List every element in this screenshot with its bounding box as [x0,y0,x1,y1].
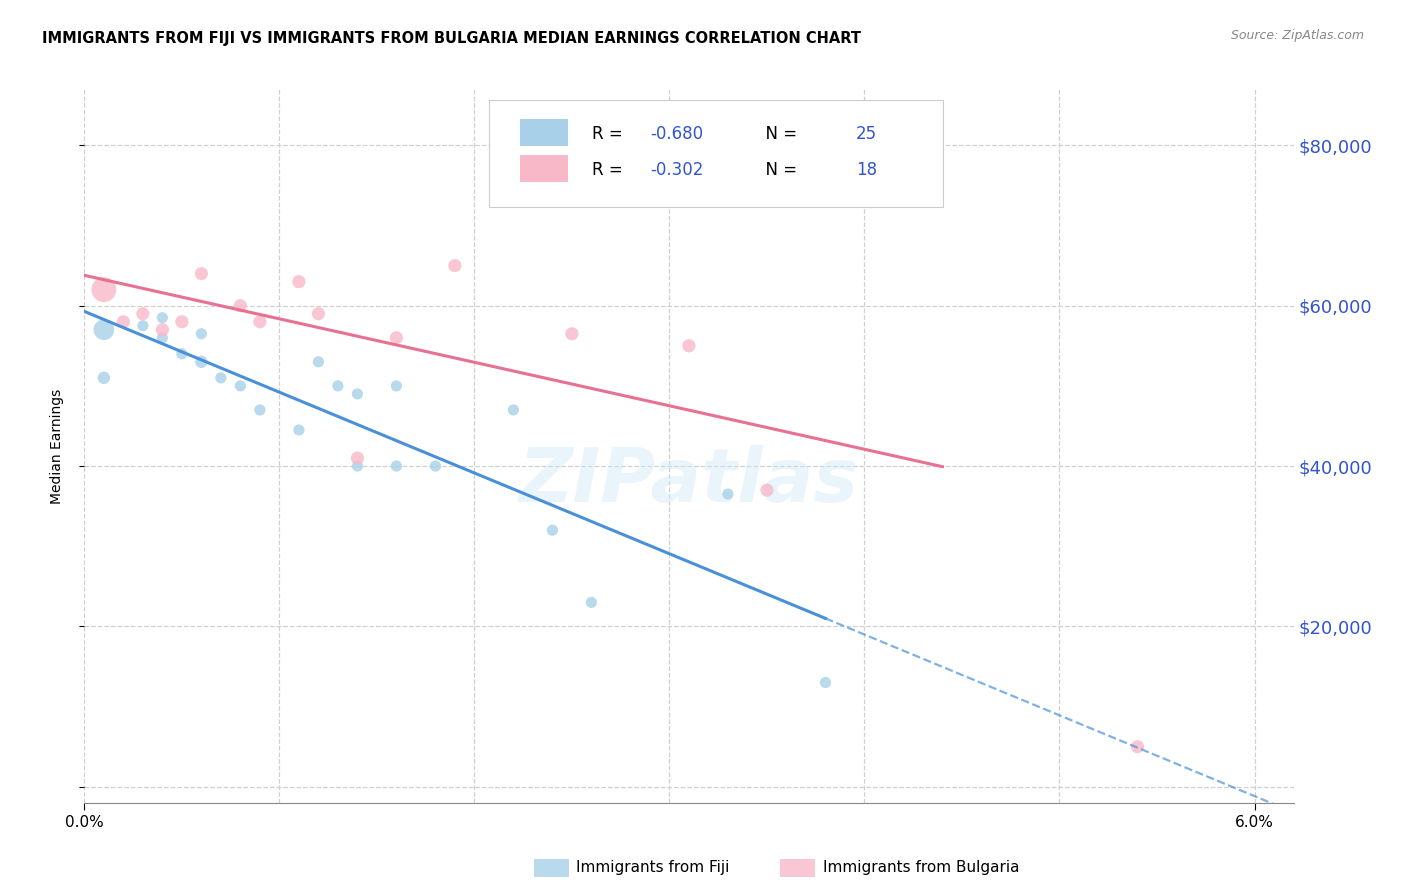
Point [288,275,311,289]
Point [346,387,368,401]
Point [190,355,212,369]
Point [229,299,252,313]
Text: R =: R = [592,161,628,178]
Text: -0.302: -0.302 [650,161,703,178]
Point [425,458,447,473]
Point [1126,739,1149,754]
Text: N =: N = [755,161,803,178]
Point [93,283,115,297]
FancyBboxPatch shape [520,120,568,146]
Text: IMMIGRANTS FROM FIJI VS IMMIGRANTS FROM BULGARIA MEDIAN EARNINGS CORRELATION CHA: IMMIGRANTS FROM FIJI VS IMMIGRANTS FROM … [42,31,862,46]
Point [150,323,173,337]
Text: Immigrants from Bulgaria: Immigrants from Bulgaria [823,861,1019,875]
Point [385,331,408,345]
Text: R =: R = [592,125,628,143]
Point [288,423,311,437]
Point [346,450,368,465]
Point [209,371,232,385]
Text: Source: ZipAtlas.com: Source: ZipAtlas.com [1230,29,1364,42]
Text: 18: 18 [856,161,877,178]
Point [150,331,173,345]
Point [132,318,155,333]
Point [132,307,155,321]
Point [249,315,271,329]
Point [326,379,349,393]
Text: ZIPatlas: ZIPatlas [519,445,859,518]
Point [190,267,212,281]
Point [93,323,115,337]
Point [150,310,173,325]
Point [678,339,700,353]
Point [229,379,252,393]
Point [911,194,934,209]
Point [249,403,271,417]
Point [170,315,193,329]
Point [385,458,408,473]
Text: 25: 25 [856,125,877,143]
Point [581,595,603,609]
Point [190,326,212,341]
Point [170,347,193,361]
FancyBboxPatch shape [489,100,943,207]
Point [385,379,408,393]
Point [444,259,467,273]
Point [561,326,583,341]
Text: -0.680: -0.680 [650,125,703,143]
Point [502,403,524,417]
Text: Immigrants from Fiji: Immigrants from Fiji [576,861,730,875]
Y-axis label: Median Earnings: Median Earnings [49,388,63,504]
Point [755,483,778,497]
Point [717,487,740,501]
Point [93,371,115,385]
Point [307,355,329,369]
FancyBboxPatch shape [520,155,568,182]
Point [814,675,837,690]
Point [541,523,564,537]
Point [112,315,135,329]
Point [307,307,329,321]
Point [346,458,368,473]
Text: N =: N = [755,125,803,143]
